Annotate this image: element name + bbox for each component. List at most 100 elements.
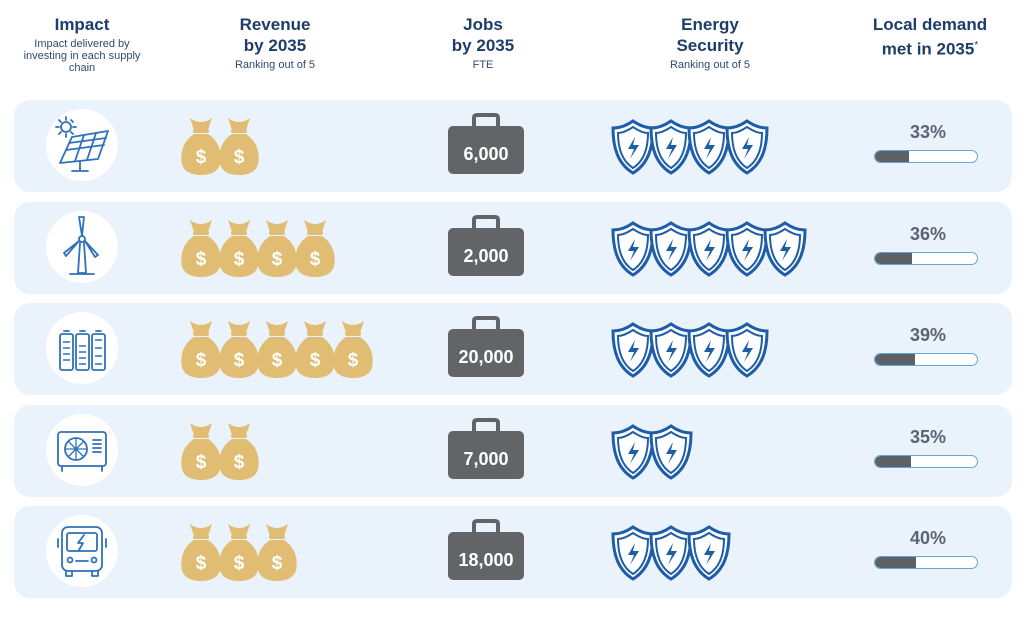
svg-text:$: $: [348, 350, 359, 371]
jobs-value: 18,000: [458, 550, 514, 570]
money-bag-icon: $: [254, 216, 300, 283]
revenue-header: Revenue by 2035 Ranking out of 5: [200, 14, 350, 71]
demand-progress-bar: [874, 455, 978, 468]
shield-icon: [610, 220, 656, 283]
battery-storage-icon: [46, 312, 118, 384]
energy-title-line2: Security: [676, 36, 744, 55]
svg-text:$: $: [310, 350, 321, 371]
electric-bus-icon: [46, 515, 118, 587]
table-row: $ $ $ $2,000 36%: [14, 202, 1012, 294]
table-row: $ $6,000 33%: [14, 100, 1012, 192]
svg-text:$: $: [272, 553, 283, 574]
svg-text:$: $: [234, 350, 245, 371]
demand-footnote-mark: *: [974, 40, 979, 51]
jobs-value: 7,000: [463, 449, 509, 469]
briefcase-icon: 18,000: [446, 518, 526, 582]
money-bag-icon: $: [178, 114, 224, 181]
jobs-value: 2,000: [463, 246, 509, 266]
energy-subtitle: Ranking out of 5: [669, 59, 751, 71]
briefcase-icon: 20,000: [446, 315, 526, 379]
money-bag-icon: $: [292, 317, 338, 384]
shield-icon: [686, 321, 732, 384]
shield-icon: [648, 423, 694, 486]
shield-icon: [610, 118, 656, 181]
solar-panel-icon: [46, 109, 118, 181]
shield-icon: [724, 321, 770, 384]
demand-header: Local demand met in 2035*: [850, 14, 1010, 60]
svg-text:$: $: [310, 249, 321, 270]
demand-title-line2: met in 2035: [881, 39, 975, 59]
svg-text:$: $: [196, 147, 207, 168]
energy-header: Energy Security Ranking out of 5: [620, 14, 800, 71]
impact-title: Impact: [54, 15, 110, 34]
jobs-title-line2: by 2035: [451, 36, 515, 55]
demand-progress-fill: [875, 354, 915, 365]
money-bag-icon: $: [216, 317, 262, 384]
svg-text:$: $: [196, 553, 207, 574]
demand-percentage: 36%: [909, 224, 947, 244]
money-bag-icon: $: [178, 419, 224, 486]
jobs-subtitle: FTE: [472, 59, 494, 71]
money-bag-icon: $: [178, 520, 224, 587]
demand-progress-bar: [874, 556, 978, 569]
svg-text:$: $: [234, 147, 245, 168]
demand-percentage: 40%: [909, 528, 947, 548]
money-bag-icon: $: [216, 114, 262, 181]
money-bag-icon: $: [178, 317, 224, 384]
money-bag-icon: $: [178, 216, 224, 283]
table-row: $ $7,000 35%: [14, 405, 1012, 497]
demand-percentage: 35%: [909, 427, 947, 447]
revenue-title-line2: by 2035: [243, 36, 307, 55]
briefcase-icon: 6,000: [446, 112, 526, 176]
demand-title-line1: Local demand: [872, 15, 988, 34]
demand-progress-bar: [874, 353, 978, 366]
table-row: $ $ $18,000 40%: [14, 506, 1012, 598]
briefcase-icon: 7,000: [446, 417, 526, 481]
shield-icon: [762, 220, 808, 283]
shield-icon: [610, 423, 656, 486]
shield-icon: [610, 321, 656, 384]
shield-icon: [686, 220, 732, 283]
demand-progress-fill: [875, 557, 916, 568]
svg-text:$: $: [196, 350, 207, 371]
demand-percentage: 33%: [909, 122, 947, 142]
svg-text:$: $: [196, 452, 207, 473]
briefcase-icon: 2,000: [446, 214, 526, 278]
money-bag-icon: $: [254, 317, 300, 384]
demand-percentage: 39%: [909, 325, 947, 345]
demand-progress-fill: [875, 456, 911, 467]
demand-progress-fill: [875, 151, 909, 162]
energy-title-line1: Energy: [681, 15, 739, 34]
shield-icon: [724, 220, 770, 283]
shield-icon: [648, 220, 694, 283]
impact-subtitle: Impact delivered by investing in each su…: [23, 38, 141, 74]
revenue-subtitle: Ranking out of 5: [234, 59, 316, 71]
impact-header: Impact Impact delivered by investing in …: [14, 14, 150, 74]
wind-turbine-icon: [46, 211, 118, 283]
jobs-header: Jobs by 2035 FTE: [418, 14, 548, 71]
shield-icon: [648, 321, 694, 384]
demand-progress-bar: [874, 150, 978, 163]
svg-text:$: $: [234, 249, 245, 270]
demand-progress-bar: [874, 252, 978, 265]
money-bag-icon: $: [216, 216, 262, 283]
heat-pump-icon: [46, 414, 118, 486]
jobs-value: 6,000: [463, 144, 509, 164]
svg-text:$: $: [272, 350, 283, 371]
shield-icon: [686, 118, 732, 181]
table-row: $ $ $ $ $20,000 39%: [14, 303, 1012, 395]
money-bag-icon: $: [254, 520, 300, 587]
shield-icon: [648, 118, 694, 181]
svg-text:$: $: [234, 452, 245, 473]
shield-icon: [686, 524, 732, 587]
shield-icon: [610, 524, 656, 587]
money-bag-icon: $: [216, 520, 262, 587]
jobs-title-line1: Jobs: [463, 15, 503, 34]
revenue-title-line1: Revenue: [239, 15, 311, 34]
svg-text:$: $: [234, 553, 245, 574]
shield-icon: [724, 118, 770, 181]
demand-progress-fill: [875, 253, 912, 264]
money-bag-icon: $: [330, 317, 376, 384]
jobs-value: 20,000: [458, 347, 514, 367]
svg-text:$: $: [196, 249, 207, 270]
